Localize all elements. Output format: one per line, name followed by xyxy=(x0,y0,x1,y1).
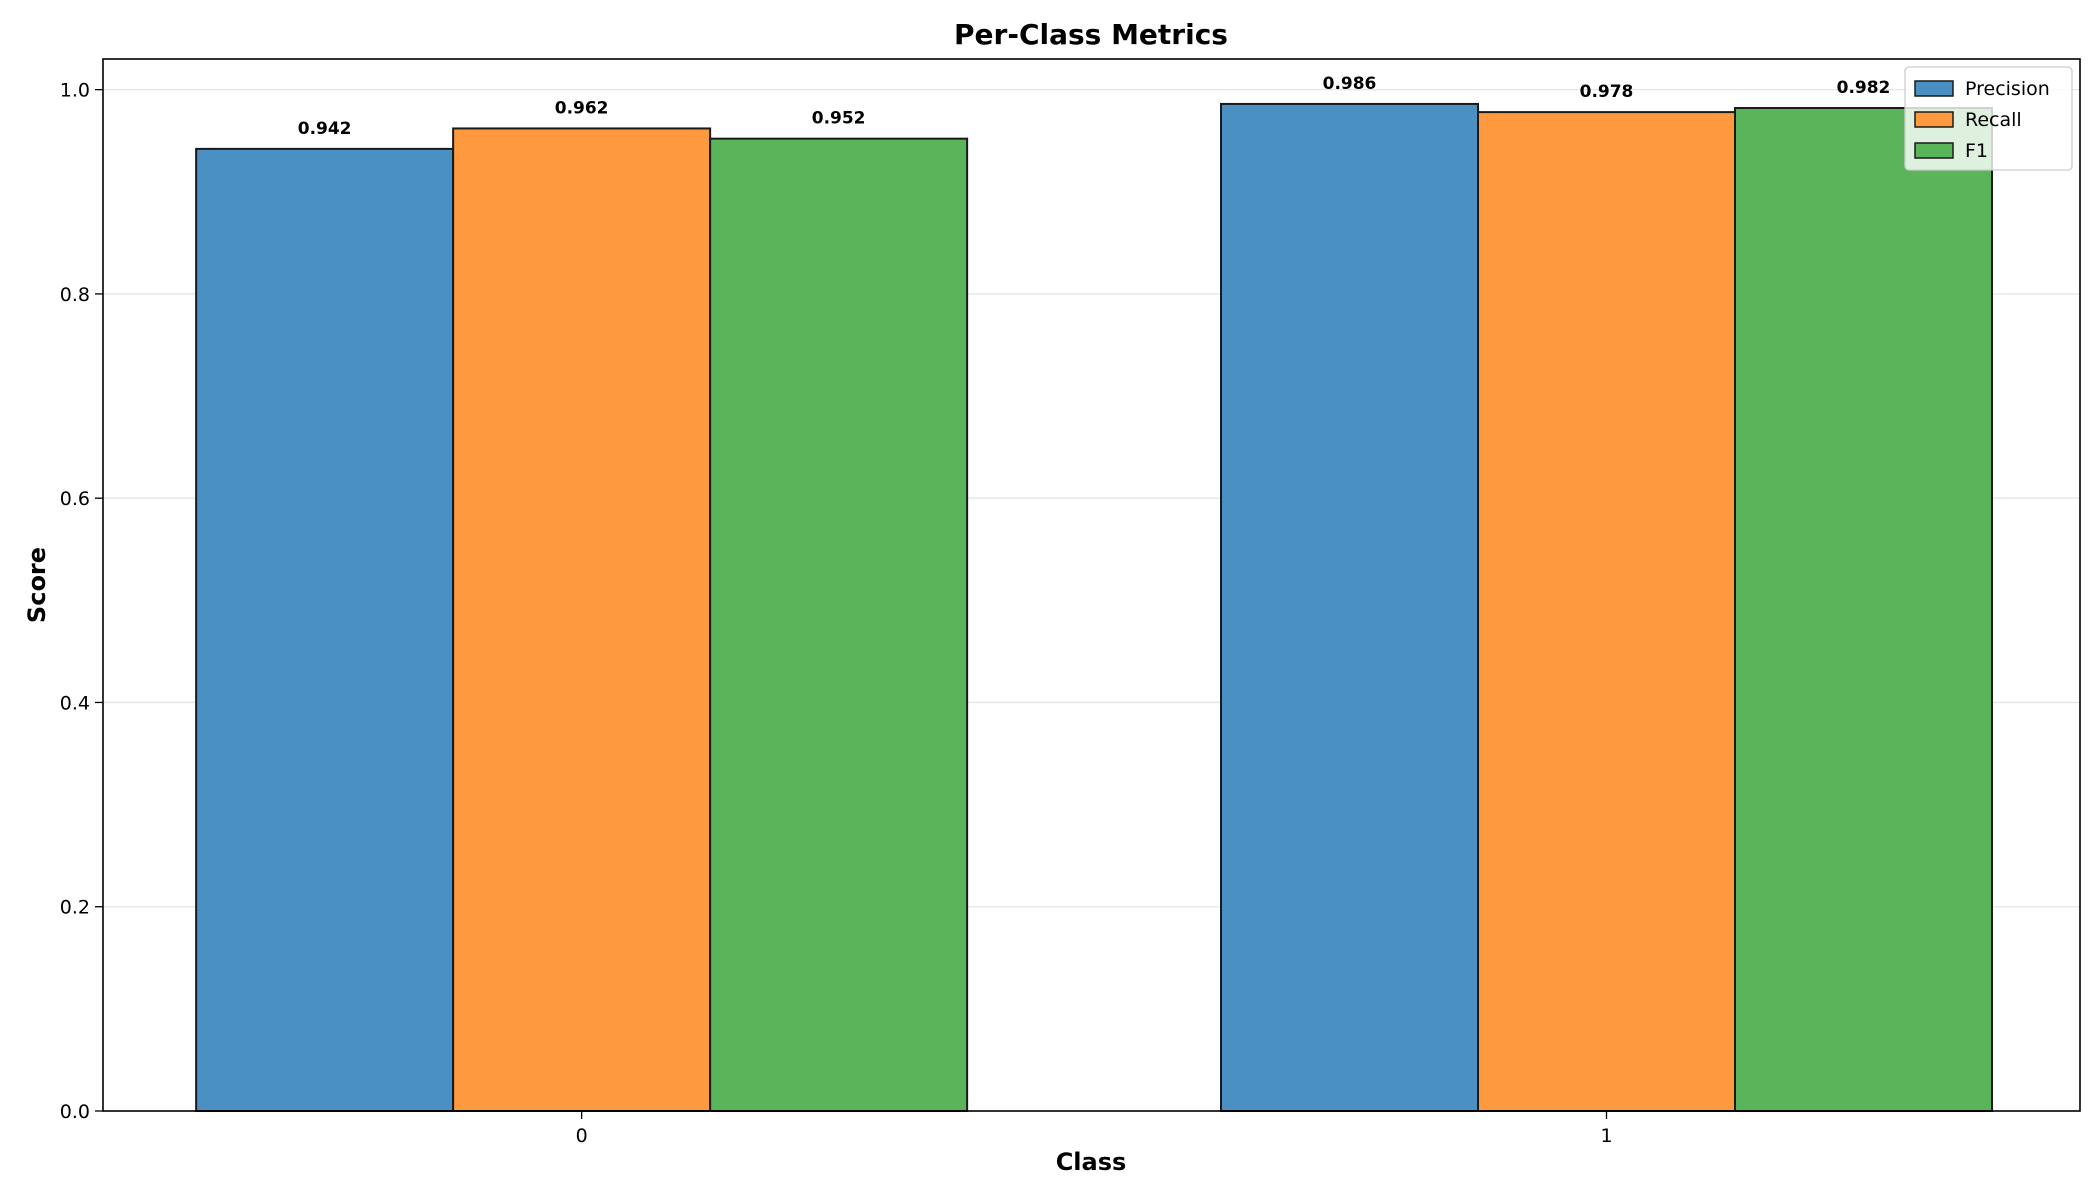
y-tick-label: 0.6 xyxy=(60,488,90,510)
legend-swatch-precision xyxy=(1914,80,1954,97)
y-tick-label: 0.8 xyxy=(60,284,90,306)
legend-label-precision: Precision xyxy=(1965,78,2050,100)
y-tick-label: 0.2 xyxy=(60,897,90,919)
x-axis-title: Class xyxy=(1056,1148,1127,1176)
legend-label-recall: Recall xyxy=(1965,109,2022,131)
value-label: 0.962 xyxy=(555,98,609,118)
y-tick-label: 1.0 xyxy=(60,80,90,102)
value-label: 0.952 xyxy=(812,109,866,129)
y-tick-label: 0.0 xyxy=(60,1101,90,1123)
plot-frame xyxy=(102,58,2081,1112)
y-axis-title: Score xyxy=(23,547,51,623)
y-tick-label: 0.4 xyxy=(60,692,90,714)
bar-f1-class-1 xyxy=(1734,107,1994,1112)
legend-swatch-f1 xyxy=(1914,142,1954,159)
value-label: 0.978 xyxy=(1580,82,1634,102)
value-label: 0.942 xyxy=(298,119,352,139)
x-tick-label: 1 xyxy=(1600,1125,1612,1147)
value-labels: 0.942 0.986 0.962 0.978 0.952 0.982 xyxy=(298,74,1891,139)
x-tick-label: 0 xyxy=(576,1125,588,1147)
chart-title: Per-Class Metrics xyxy=(954,18,1228,51)
legend-label-f1: F1 xyxy=(1965,140,1988,162)
legend-swatch-recall xyxy=(1914,111,1954,128)
bar-f1-class-0 xyxy=(709,137,969,1112)
bar-precision-class-0 xyxy=(195,147,455,1112)
bar-recall-class-1 xyxy=(1477,111,1737,1113)
y-axis: 0.0 0.2 0.4 0.6 0.8 1.0 xyxy=(60,80,103,1123)
value-label: 0.982 xyxy=(1837,78,1891,98)
bars xyxy=(195,102,1994,1113)
legend: Precision Recall F1 xyxy=(1904,66,2073,171)
bar-precision-class-1 xyxy=(1220,102,1480,1112)
bar-recall-class-0 xyxy=(452,127,712,1112)
value-label: 0.986 xyxy=(1323,74,1377,94)
